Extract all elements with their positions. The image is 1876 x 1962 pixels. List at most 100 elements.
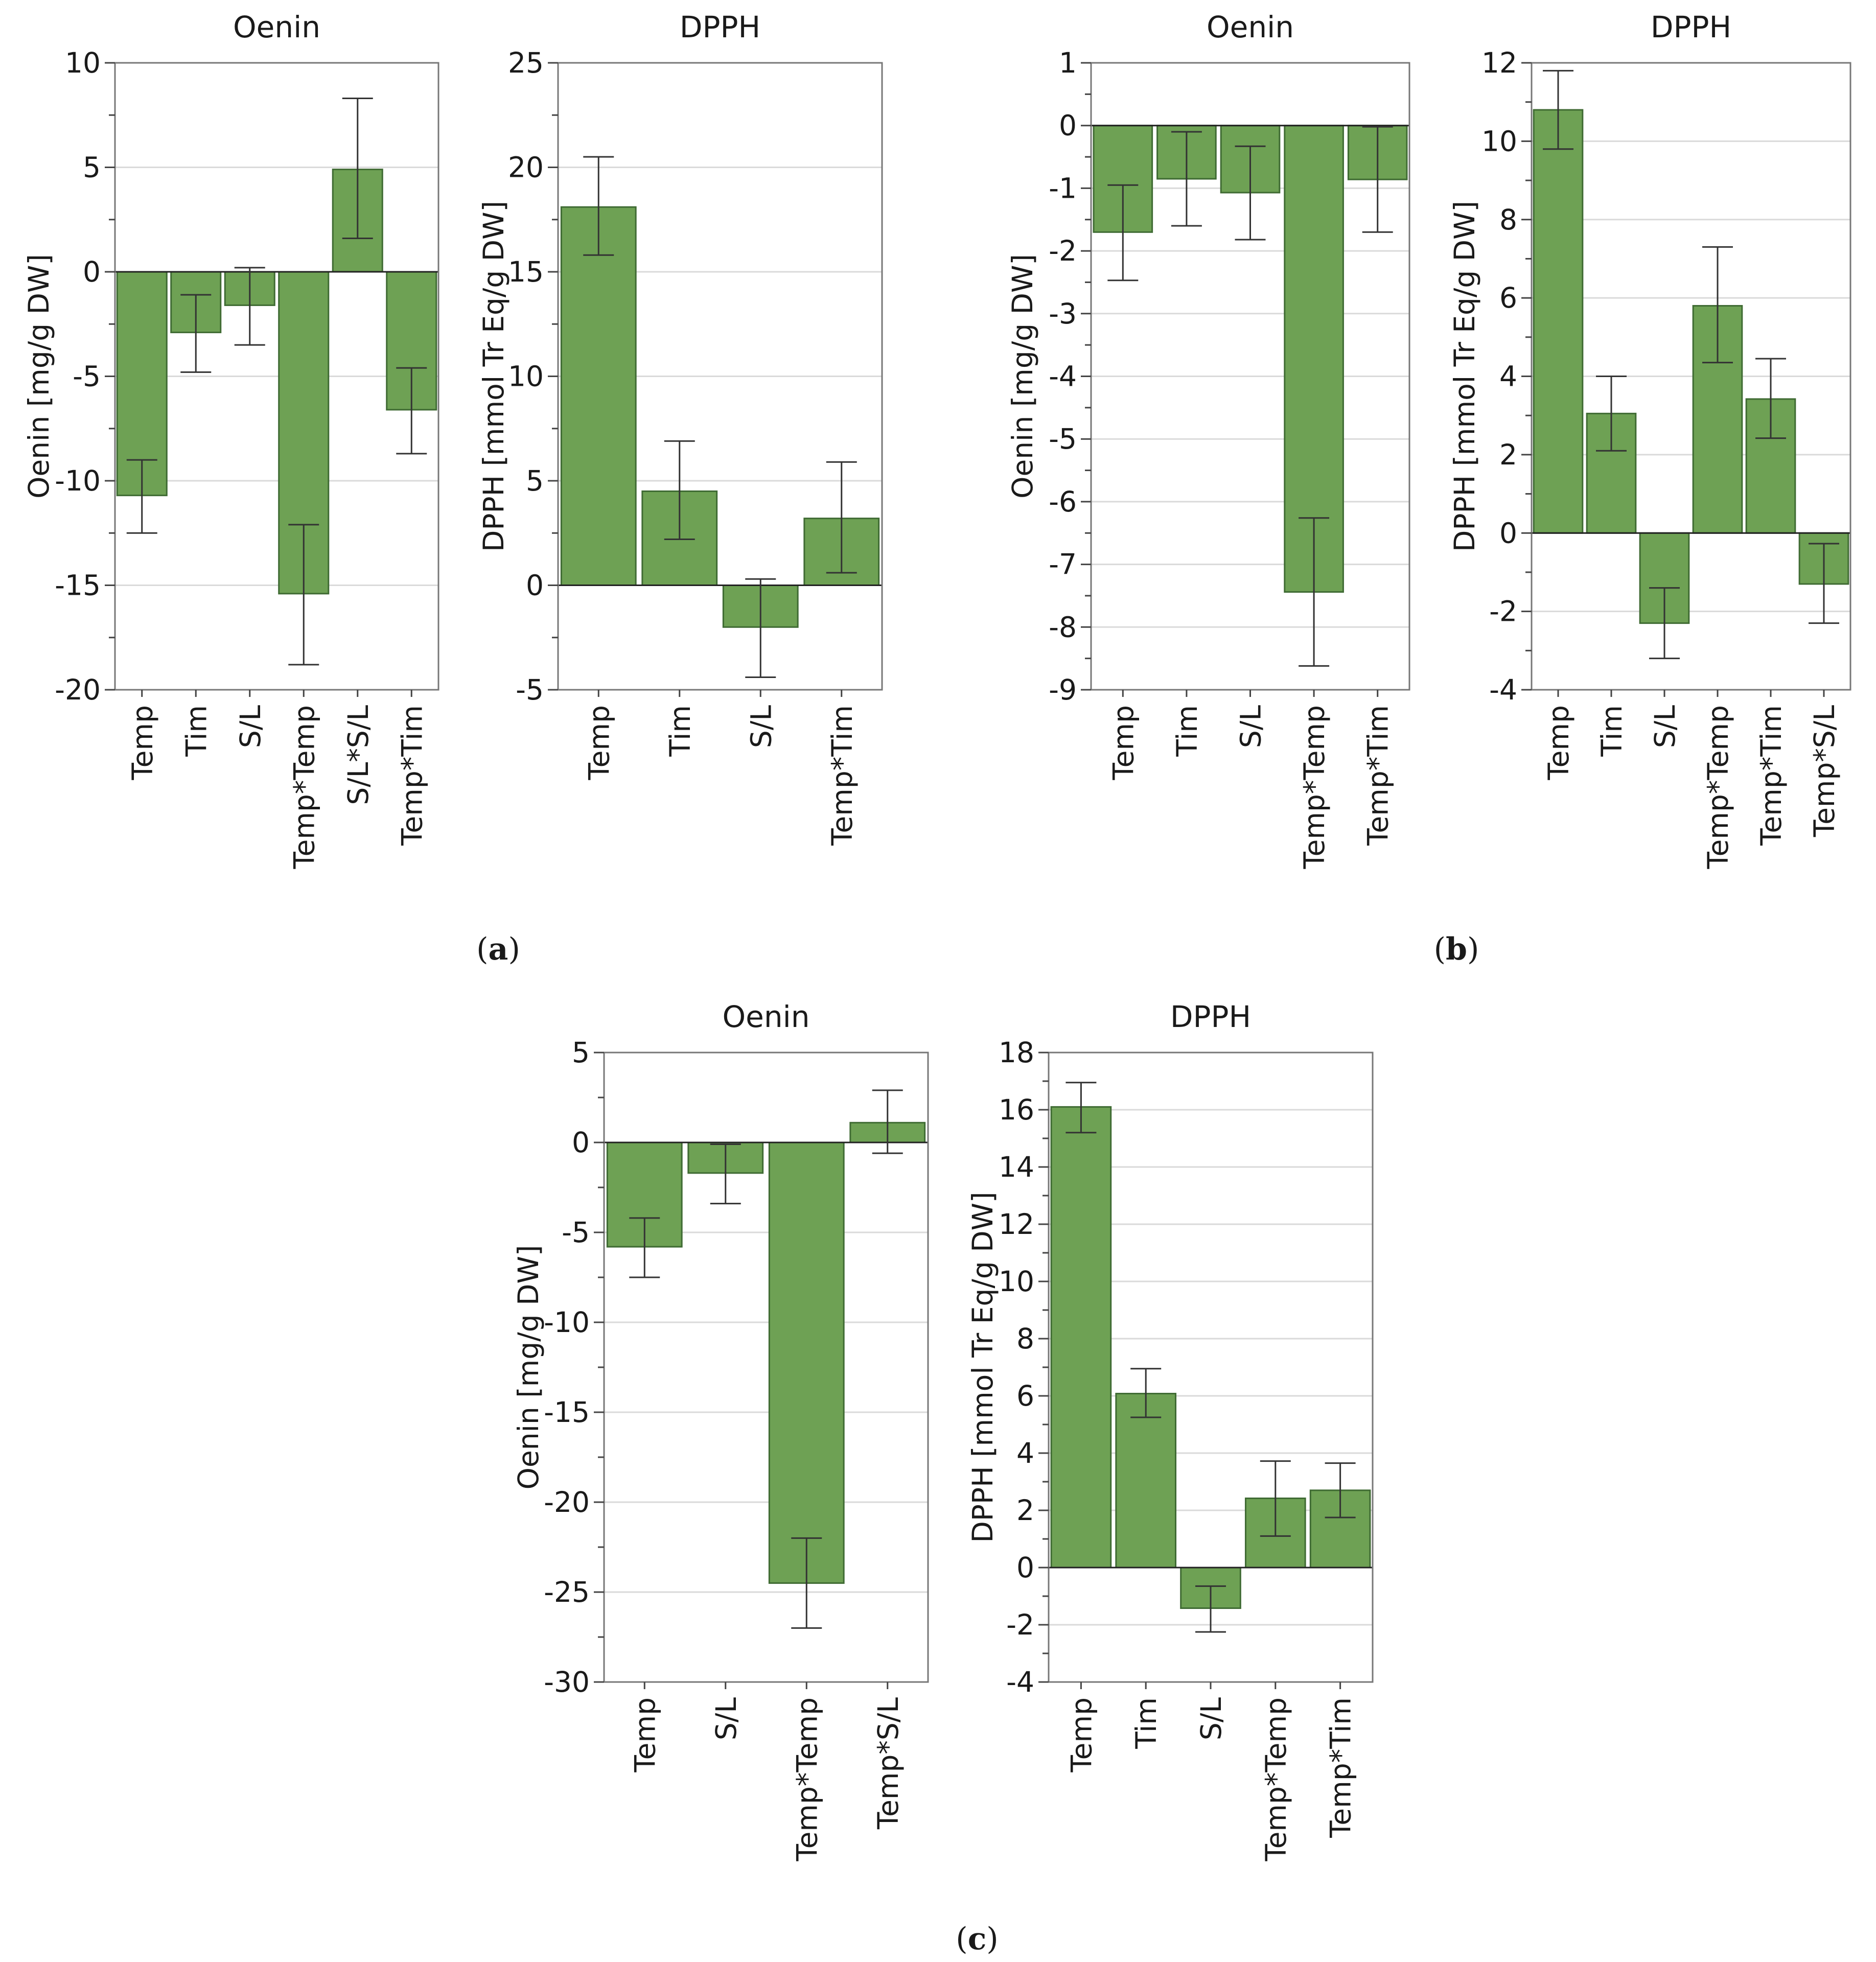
y-tick-label: 2 [1499, 438, 1517, 471]
error-bar-S/L [1649, 587, 1680, 660]
y-tick-label: -30 [544, 1666, 590, 1698]
chart-title: Oenin [1207, 10, 1294, 44]
y-axis-label: DPPH [mmol Tr Eq/g DW] [477, 201, 510, 552]
error-bar-S/L [710, 1143, 741, 1205]
y-tick-label: 8 [1499, 203, 1517, 236]
y-tick-label: -1 [1049, 172, 1077, 204]
category-label: Temp*Temp [1260, 1697, 1292, 1862]
y-tick-label: 10 [1481, 125, 1517, 157]
category-label: S/L [745, 705, 777, 748]
error-bar-Temp [126, 459, 157, 534]
chart-a-dpph: -5 0 5 10 15 20 25 Temp Tim S/L Temp*Tim DPPH DPPH [… [477, 10, 883, 846]
error-bar-Temp*Temp [791, 1537, 822, 1629]
category-label: Temp*Temp [1702, 705, 1734, 870]
category-label: Temp [1065, 1697, 1098, 1773]
bar-Temp [1533, 109, 1584, 534]
chart-c-dpph: -4 -2 0 2 4 6 8 10 12 14 16 18 Temp Tim S/L Temp*Temp Te… [966, 999, 1374, 1862]
error-bar-Temp*S/L [1809, 543, 1839, 624]
category-label: Temp*Tim [1362, 705, 1395, 846]
error-bar-Temp*S/L [872, 1089, 903, 1154]
y-tick-label: 16 [999, 1093, 1034, 1126]
chart-c-oenin: -30 -25 -20 -15 -10 -5 0 5 Temp S/L Temp*Temp Temp*… [512, 999, 929, 1862]
bar-Temp [116, 271, 168, 497]
y-tick-label: 0 [572, 1126, 590, 1159]
y-tick-label: 4 [1016, 1437, 1034, 1469]
category-label: Tim [1595, 705, 1628, 757]
y-tick-label: -5 [516, 673, 544, 706]
category-label: Temp [583, 705, 615, 781]
y-tick-label: 8 [1016, 1322, 1034, 1355]
category-label: Temp*Temp [791, 1697, 823, 1862]
error-bar-Tim [1171, 131, 1202, 227]
y-tick-label: 18 [999, 1036, 1034, 1069]
y-tick-label: -4 [1006, 1666, 1034, 1698]
category-label: S/L*S/L [342, 705, 375, 805]
y-tick-label: 6 [1499, 282, 1517, 314]
category-label: Temp [1107, 705, 1140, 781]
chart-b-oenin: -9 -8 -7 -6 -5 -4 -3 -2 -1 0 1 Temp Tim S/L Temp*Temp T… [1006, 10, 1410, 870]
bar-Temp*Temp [768, 1141, 845, 1584]
y-tick-label: -4 [1489, 673, 1517, 706]
y-tick-label: -2 [1489, 595, 1517, 628]
error-bar-Temp [1543, 69, 1573, 150]
panel-labels: (a) (b) (c) [476, 931, 1479, 1957]
category-label: Temp*Temp [1298, 705, 1331, 870]
chart-b-dpph: -4 -2 0 2 4 6 8 10 12 Temp Tim S/L Temp*Temp Temp*Tim… [1448, 10, 1851, 870]
y-axis-label: Oenin [mg/g DW] [22, 254, 55, 499]
y-tick-label: 5 [572, 1036, 590, 1069]
category-label: Temp*Tim [826, 705, 859, 846]
y-tick-label: -9 [1049, 673, 1077, 706]
y-tick-label: -15 [544, 1396, 590, 1429]
y-tick-label: 14 [999, 1151, 1034, 1183]
y-tick-label: -10 [55, 464, 101, 497]
error-bar-Temp*Temp [1299, 517, 1330, 667]
category-label: Temp*S/L [872, 1697, 905, 1830]
category-label: Temp [1542, 705, 1575, 781]
y-tick-label: 5 [83, 151, 101, 184]
chart-title: DPPH [680, 10, 760, 44]
y-tick-label: -5 [1049, 423, 1077, 455]
y-tick-label: -3 [1049, 297, 1077, 330]
error-bar-Temp [1107, 184, 1139, 282]
y-tick-label: 6 [1016, 1380, 1034, 1412]
bar-Temp [560, 206, 637, 586]
category-label: Temp*Tim [396, 705, 428, 846]
category-label: S/L [1235, 705, 1267, 748]
error-bar-Tim [1130, 1368, 1162, 1418]
chart-title: DPPH [1170, 999, 1251, 1034]
error-bar-Temp*Tim [396, 367, 427, 455]
y-tick-label: -8 [1049, 611, 1077, 643]
category-label: Temp*Tim [1325, 1697, 1357, 1838]
y-tick-label: 4 [1499, 360, 1517, 393]
y-tick-label: 5 [526, 464, 544, 497]
panel-label-b: (b) [1434, 931, 1479, 967]
y-tick-label: 12 [1481, 46, 1517, 79]
error-bar-Temp*Temp [1702, 246, 1733, 364]
y-tick-label: 0 [526, 569, 544, 602]
y-tick-label: -20 [55, 673, 101, 706]
category-label: S/L [710, 1697, 743, 1740]
chart-title: Oenin [233, 10, 320, 44]
y-axis-label: Oenin [mg/g DW] [512, 1245, 545, 1490]
category-label: S/L [1649, 705, 1681, 748]
y-tick-label: 0 [1499, 517, 1517, 549]
error-bar-S/L [1195, 1585, 1226, 1633]
chart-a-oenin: -20 -15 -10 -5 0 5 10 Temp Tim S/L Temp*Temp S/L*S/… [22, 10, 439, 870]
y-tick-label: -5 [562, 1216, 590, 1249]
error-bar-Temp [583, 156, 614, 256]
error-bar-Temp*Tim [1362, 126, 1393, 233]
category-label: Temp [629, 1697, 661, 1773]
error-bar-Temp*Temp [288, 524, 319, 666]
y-tick-label: 12 [999, 1208, 1034, 1241]
category-label: Tim [1130, 1697, 1163, 1749]
y-tick-label: 1 [1059, 46, 1077, 79]
y-tick-label: 0 [1059, 109, 1077, 142]
y-tick-label: 2 [1016, 1494, 1034, 1527]
error-bar-Temp*Tim [1755, 358, 1786, 439]
y-axis-label: DPPH [mmol Tr Eq/g DW] [1448, 201, 1481, 552]
y-tick-label: 10 [65, 46, 101, 79]
y-tick-label: -10 [544, 1306, 590, 1339]
error-bar-S/L [1235, 145, 1266, 241]
